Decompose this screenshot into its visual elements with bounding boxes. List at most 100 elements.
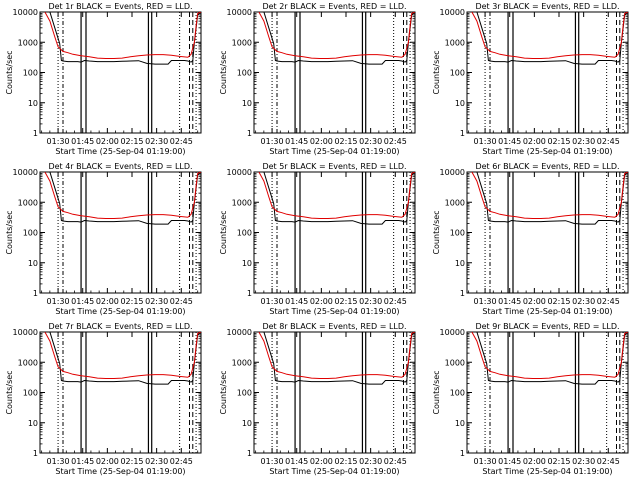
plot-area — [258, 12, 415, 133]
y-tick-label: 10000 — [440, 328, 465, 337]
x-axis-label: Start Time (25-Sep-04 01:19:00) — [482, 147, 612, 156]
y-tick-label: 1 — [247, 129, 252, 138]
y-tick-label: 1000 — [445, 358, 465, 367]
y-tick-label: 1 — [247, 449, 252, 458]
panel-5: Det 5r BLACK = Events, RED = LLD. 1 10 100 1… — [219, 162, 416, 316]
x-tick-label: 01:45 — [285, 457, 308, 466]
x-tick-label: 01:30 — [474, 137, 497, 146]
y-tick-label: 1000 — [18, 358, 38, 367]
x-tick-label: 01:30 — [261, 457, 284, 466]
plot-frame — [39, 171, 202, 294]
plot-area — [471, 332, 628, 453]
y-tick-label: 10 — [242, 419, 252, 428]
series-lld — [44, 12, 201, 59]
y-tick-label: 100 — [23, 389, 38, 398]
series-lld — [44, 332, 201, 379]
x-tick-label: 02:30 — [572, 137, 595, 146]
y-axis-label: Counts/sec — [5, 210, 14, 254]
x-axis-label: Start Time (25-Sep-04 01:19:00) — [269, 307, 399, 316]
y-axis-label: Counts/sec — [432, 370, 441, 414]
x-tick-label: 02:45 — [170, 297, 193, 306]
y-tick-label: 100 — [450, 69, 465, 78]
panel-3: Det 3r BLACK = Events, RED = LLD. 1 10 100 1… — [432, 2, 629, 156]
x-tick-label: 01:30 — [261, 297, 284, 306]
y-tick-label: 1 — [460, 449, 465, 458]
y-tick-label: 1 — [33, 449, 38, 458]
x-tick-label: 02:45 — [384, 137, 407, 146]
y-axis-label: Counts/sec — [219, 50, 228, 94]
plot-area — [44, 172, 201, 293]
y-tick-label: 1 — [247, 289, 252, 298]
y-tick-label: 100 — [237, 229, 252, 238]
x-tick-label: 02:00 — [523, 137, 546, 146]
x-tick-label: 02:00 — [523, 457, 546, 466]
y-axis-label: Counts/sec — [5, 50, 14, 94]
x-tick-label: 02:30 — [359, 137, 382, 146]
y-tick-label: 1000 — [445, 38, 465, 47]
x-tick-label: 02:15 — [334, 297, 357, 306]
y-tick-label: 10000 — [440, 8, 465, 17]
plot-frame — [466, 331, 629, 454]
x-tick-label: 02:15 — [334, 457, 357, 466]
x-tick-label: 02:15 — [334, 137, 357, 146]
plot-frame — [39, 11, 202, 134]
series-events — [44, 332, 201, 385]
series-events — [471, 12, 628, 65]
panel-8: Det 8r BLACK = Events, RED = LLD. 1 10 100 1… — [219, 322, 416, 476]
plot-frame — [253, 171, 416, 294]
y-axis-label: Counts/sec — [432, 210, 441, 254]
plot-area — [258, 172, 415, 293]
y-tick-label: 1000 — [18, 198, 38, 207]
x-tick-label: 01:45 — [285, 297, 308, 306]
panel-4: Det 4r BLACK = Events, RED = LLD. 1 10 100 1… — [5, 162, 202, 316]
series-events — [258, 12, 415, 65]
x-tick-label: 01:30 — [261, 137, 284, 146]
plot-frame — [466, 171, 629, 294]
y-axis-label: Counts/sec — [5, 370, 14, 414]
y-tick-label: 10 — [455, 259, 465, 268]
plot-frame — [466, 11, 629, 134]
x-axis-label: Start Time (25-Sep-04 01:19:00) — [482, 307, 612, 316]
y-tick-label: 1 — [460, 129, 465, 138]
y-tick-label: 100 — [450, 389, 465, 398]
series-events — [471, 332, 628, 385]
x-tick-label: 02:00 — [310, 457, 333, 466]
y-tick-label: 1000 — [232, 198, 252, 207]
plot-area — [471, 12, 628, 133]
panel-title: Det 7r BLACK = Events, RED = LLD. — [48, 322, 192, 331]
plot-frame — [39, 331, 202, 454]
y-tick-label: 1 — [33, 129, 38, 138]
x-tick-label: 02:30 — [145, 297, 168, 306]
y-tick-label: 1 — [33, 289, 38, 298]
x-tick-label: 02:45 — [170, 137, 193, 146]
x-tick-label: 02:00 — [310, 137, 333, 146]
x-tick-label: 02:45 — [597, 137, 620, 146]
series-events — [44, 12, 201, 65]
x-tick-label: 01:45 — [71, 297, 94, 306]
plot-frame — [253, 331, 416, 454]
y-tick-label: 1000 — [18, 38, 38, 47]
x-tick-label: 02:45 — [384, 297, 407, 306]
x-tick-label: 02:15 — [120, 297, 143, 306]
panel-title: Det 2r BLACK = Events, RED = LLD. — [262, 2, 406, 11]
x-tick-label: 02:15 — [547, 457, 570, 466]
x-tick-label: 02:45 — [170, 457, 193, 466]
x-tick-label: 02:30 — [359, 457, 382, 466]
y-tick-label: 10000 — [13, 8, 38, 17]
x-tick-label: 01:45 — [71, 137, 94, 146]
x-tick-label: 02:30 — [359, 297, 382, 306]
plot-area — [44, 12, 201, 133]
panel-title: Det 9r BLACK = Events, RED = LLD. — [475, 322, 619, 331]
series-lld — [258, 12, 415, 59]
series-lld — [258, 172, 415, 219]
x-axis-label: Start Time (25-Sep-04 01:19:00) — [482, 467, 612, 476]
panel-title: Det 3r BLACK = Events, RED = LLD. — [475, 2, 619, 11]
y-tick-label: 10 — [28, 99, 38, 108]
x-tick-label: 02:30 — [145, 137, 168, 146]
series-lld — [471, 332, 628, 379]
y-tick-label: 10 — [455, 419, 465, 428]
y-tick-label: 100 — [23, 229, 38, 238]
plot-area — [258, 332, 415, 453]
x-tick-label: 01:30 — [474, 297, 497, 306]
